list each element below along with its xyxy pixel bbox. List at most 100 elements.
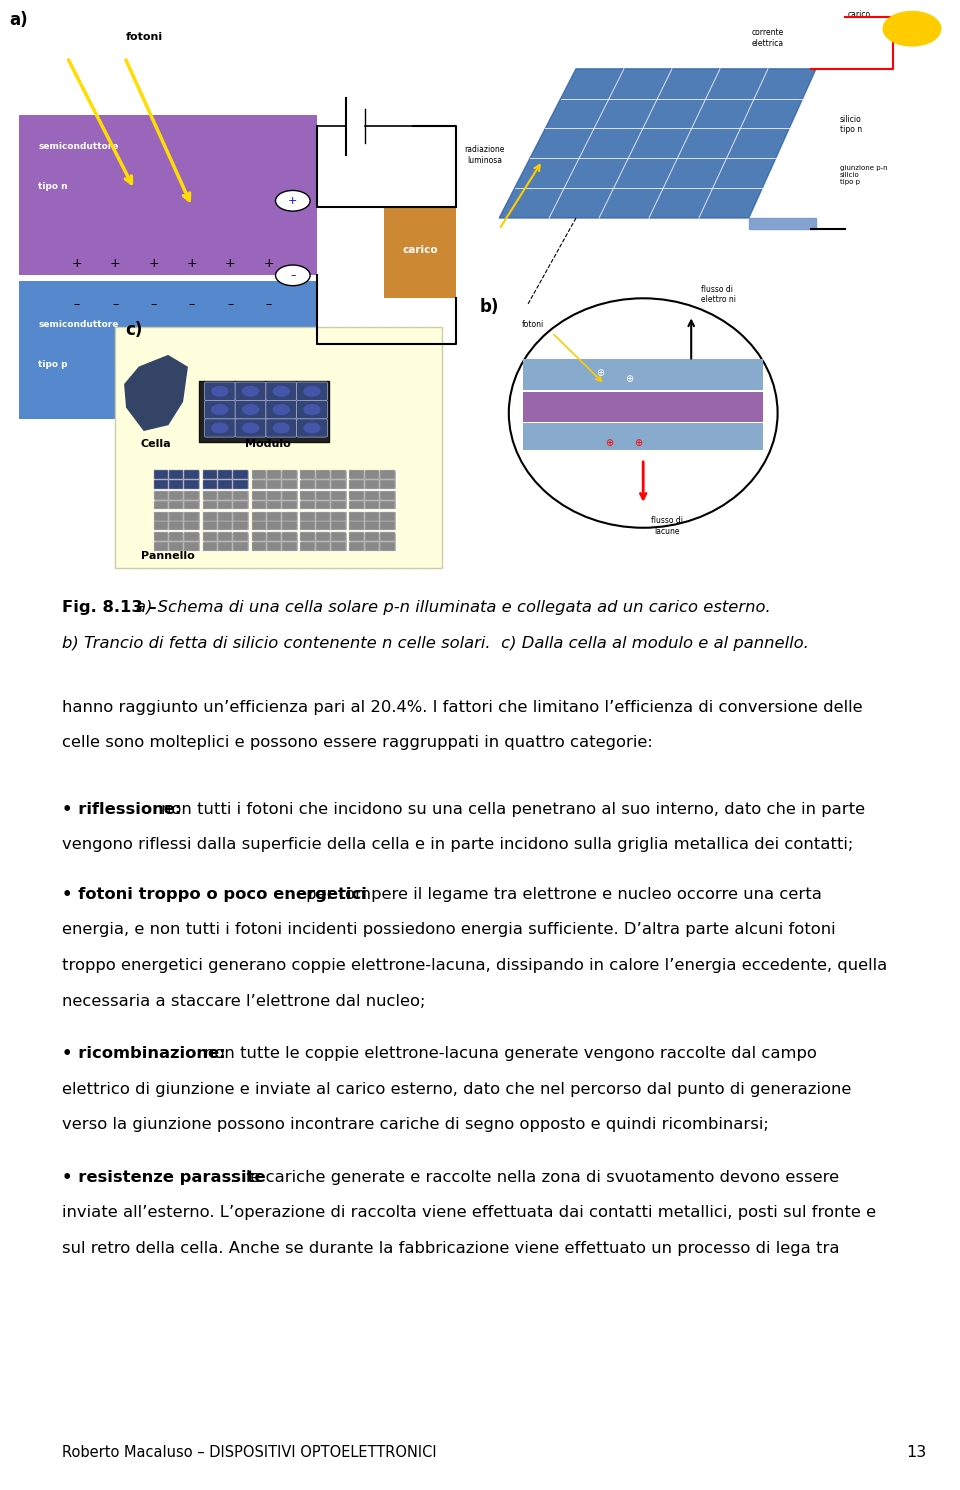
FancyBboxPatch shape bbox=[184, 522, 199, 530]
Text: –: – bbox=[74, 298, 80, 310]
FancyBboxPatch shape bbox=[349, 542, 364, 551]
FancyBboxPatch shape bbox=[154, 471, 168, 480]
FancyBboxPatch shape bbox=[523, 359, 763, 390]
Text: vengono riflessi dalla superficie della cella e in parte incidono sulla griglia : vengono riflessi dalla superficie della … bbox=[62, 837, 853, 852]
FancyBboxPatch shape bbox=[316, 532, 330, 541]
FancyBboxPatch shape bbox=[282, 532, 297, 541]
FancyBboxPatch shape bbox=[154, 480, 168, 489]
FancyBboxPatch shape bbox=[203, 471, 217, 480]
FancyBboxPatch shape bbox=[154, 511, 168, 520]
FancyBboxPatch shape bbox=[297, 401, 327, 419]
Text: –: – bbox=[151, 298, 156, 310]
FancyBboxPatch shape bbox=[282, 501, 297, 510]
Text: necessaria a staccare l’elettrone dal nucleo;: necessaria a staccare l’elettrone dal nu… bbox=[62, 994, 426, 1009]
FancyBboxPatch shape bbox=[252, 511, 266, 520]
Text: tipo n: tipo n bbox=[38, 182, 68, 191]
FancyBboxPatch shape bbox=[203, 522, 217, 530]
Text: a): a) bbox=[10, 12, 28, 30]
FancyBboxPatch shape bbox=[331, 501, 346, 510]
FancyBboxPatch shape bbox=[300, 511, 347, 530]
FancyBboxPatch shape bbox=[252, 511, 298, 530]
Text: • riflessione:: • riflessione: bbox=[62, 802, 193, 817]
FancyBboxPatch shape bbox=[282, 522, 297, 530]
FancyBboxPatch shape bbox=[300, 490, 347, 510]
Text: –: – bbox=[290, 270, 296, 280]
Text: Fig. 8.13 –: Fig. 8.13 – bbox=[62, 600, 163, 615]
FancyBboxPatch shape bbox=[184, 471, 199, 480]
FancyBboxPatch shape bbox=[349, 522, 364, 530]
FancyBboxPatch shape bbox=[266, 381, 297, 401]
FancyBboxPatch shape bbox=[252, 532, 298, 551]
FancyBboxPatch shape bbox=[154, 542, 168, 551]
FancyBboxPatch shape bbox=[169, 480, 183, 489]
Text: hanno raggiunto un’efficienza pari al 20.4%. I fattori che limitano l’efficienza: hanno raggiunto un’efficienza pari al 20… bbox=[62, 700, 863, 715]
FancyBboxPatch shape bbox=[154, 490, 200, 510]
FancyBboxPatch shape bbox=[380, 511, 395, 520]
Text: non tutti i fotoni che incidono su una cella penetrano al suo interno, dato che : non tutti i fotoni che incidono su una c… bbox=[161, 802, 865, 817]
Text: carico: carico bbox=[848, 10, 871, 19]
Circle shape bbox=[304, 423, 320, 432]
FancyBboxPatch shape bbox=[252, 542, 266, 551]
FancyBboxPatch shape bbox=[267, 542, 281, 551]
FancyBboxPatch shape bbox=[523, 423, 763, 450]
Text: :  le cariche generate e raccolte nella zona di svuotamento devono essere: : le cariche generate e raccolte nella z… bbox=[230, 1170, 840, 1185]
FancyBboxPatch shape bbox=[169, 511, 183, 520]
FancyBboxPatch shape bbox=[218, 480, 232, 489]
Text: c): c) bbox=[125, 322, 142, 340]
Circle shape bbox=[276, 191, 310, 212]
FancyBboxPatch shape bbox=[169, 471, 183, 480]
Text: a) Schema di una cella solare p-n illuminata e collegata ad un carico esterno.: a) Schema di una cella solare p-n illumi… bbox=[136, 600, 771, 615]
FancyBboxPatch shape bbox=[184, 511, 199, 520]
FancyBboxPatch shape bbox=[266, 419, 297, 437]
Text: +: + bbox=[186, 258, 198, 270]
Text: sul retro della cella. Anche se durante la fabbricazione viene effettuato un pro: sul retro della cella. Anche se durante … bbox=[62, 1241, 840, 1256]
FancyBboxPatch shape bbox=[282, 511, 297, 520]
FancyBboxPatch shape bbox=[267, 480, 281, 489]
FancyBboxPatch shape bbox=[233, 511, 248, 520]
FancyBboxPatch shape bbox=[204, 419, 235, 437]
Text: –: – bbox=[189, 298, 195, 310]
Circle shape bbox=[243, 405, 258, 414]
FancyBboxPatch shape bbox=[203, 469, 249, 489]
FancyBboxPatch shape bbox=[365, 492, 379, 501]
Circle shape bbox=[274, 423, 289, 432]
Polygon shape bbox=[125, 356, 187, 431]
Circle shape bbox=[304, 386, 320, 396]
FancyBboxPatch shape bbox=[218, 480, 232, 489]
Text: b): b) bbox=[480, 298, 499, 316]
FancyBboxPatch shape bbox=[380, 542, 395, 551]
FancyBboxPatch shape bbox=[300, 532, 347, 551]
Text: fotoni: fotoni bbox=[521, 320, 544, 329]
FancyBboxPatch shape bbox=[154, 501, 168, 510]
Text: • fotoni troppo o poco energetici: • fotoni troppo o poco energetici bbox=[62, 887, 368, 901]
FancyBboxPatch shape bbox=[267, 522, 281, 530]
FancyBboxPatch shape bbox=[233, 522, 248, 530]
Text: carico: carico bbox=[402, 244, 439, 255]
FancyBboxPatch shape bbox=[252, 492, 266, 501]
Text: non tutte le coppie elettrone-lacuna generate vengono raccolte dal campo: non tutte le coppie elettrone-lacuna gen… bbox=[204, 1046, 817, 1061]
Circle shape bbox=[243, 386, 258, 396]
FancyBboxPatch shape bbox=[316, 471, 330, 480]
FancyBboxPatch shape bbox=[267, 501, 281, 510]
Circle shape bbox=[212, 386, 228, 396]
FancyBboxPatch shape bbox=[233, 501, 248, 510]
FancyBboxPatch shape bbox=[365, 471, 379, 480]
FancyBboxPatch shape bbox=[266, 401, 297, 419]
Circle shape bbox=[212, 423, 228, 432]
FancyBboxPatch shape bbox=[233, 480, 248, 489]
FancyBboxPatch shape bbox=[233, 532, 248, 541]
FancyBboxPatch shape bbox=[154, 532, 168, 541]
FancyBboxPatch shape bbox=[380, 532, 395, 541]
FancyBboxPatch shape bbox=[218, 471, 232, 480]
FancyBboxPatch shape bbox=[184, 480, 199, 489]
Text: +: + bbox=[263, 258, 275, 270]
FancyBboxPatch shape bbox=[331, 511, 346, 520]
FancyBboxPatch shape bbox=[233, 542, 248, 551]
FancyBboxPatch shape bbox=[300, 471, 315, 480]
FancyBboxPatch shape bbox=[203, 490, 249, 510]
Text: +: + bbox=[71, 258, 83, 270]
FancyBboxPatch shape bbox=[365, 522, 379, 530]
FancyBboxPatch shape bbox=[349, 471, 364, 480]
FancyBboxPatch shape bbox=[349, 511, 364, 520]
FancyBboxPatch shape bbox=[233, 471, 248, 480]
